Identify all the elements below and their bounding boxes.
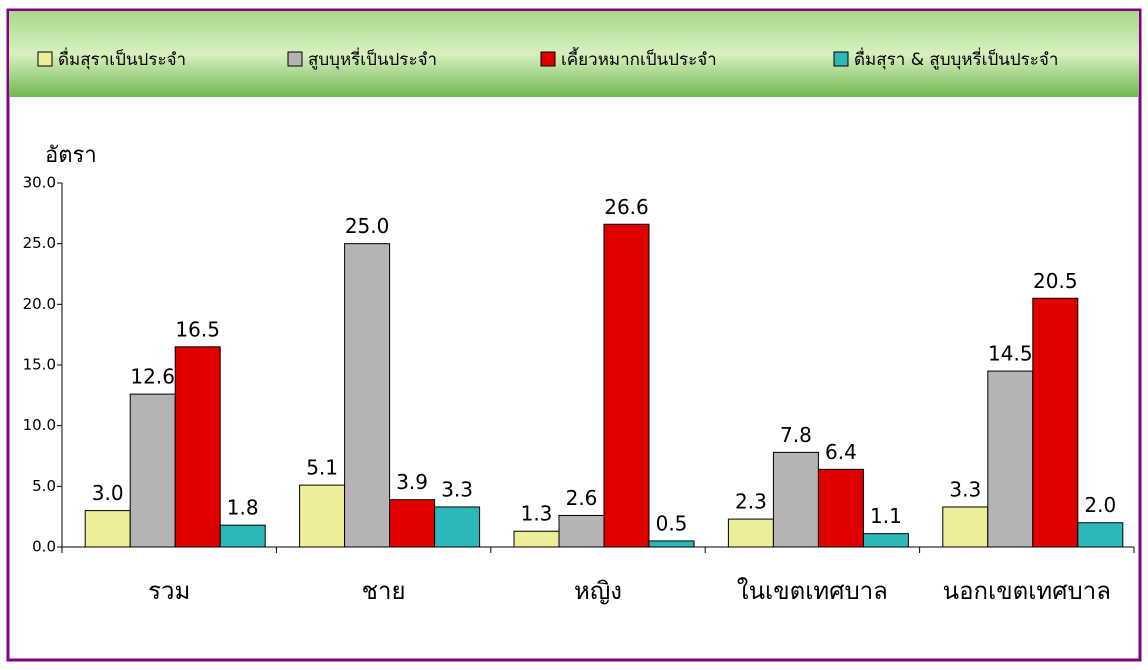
bar <box>513 530 560 548</box>
y-tick-label: 10.0 <box>23 416 56 434</box>
bar <box>299 484 346 548</box>
value-label: 14.5 <box>988 342 1033 366</box>
value-label: 26.6 <box>604 195 649 219</box>
bar <box>772 451 819 548</box>
y-tick-label: 30.0 <box>23 174 56 192</box>
value-label: 3.3 <box>441 477 473 501</box>
bar <box>862 533 909 548</box>
bar <box>648 540 695 548</box>
bar <box>727 518 774 548</box>
bar <box>1032 297 1079 548</box>
x-tick-label: นอกเขตเทศบาล <box>943 577 1111 605</box>
bar <box>344 243 391 548</box>
frame <box>6 8 1142 662</box>
value-label: 1.1 <box>870 504 902 528</box>
value-label: 3.3 <box>949 477 981 501</box>
legend-swatch <box>287 51 303 67</box>
x-tick-label: หญิง <box>574 577 622 605</box>
bar <box>434 506 481 548</box>
value-label: 6.4 <box>825 440 857 464</box>
y-tick-label: 15.0 <box>23 356 56 374</box>
legend-label: สูบบุหรี่เป็นประจำ <box>308 47 437 70</box>
legend-label: ดื่มสุรา & สูบบุหรี่เป็นประจำ <box>854 47 1058 70</box>
bar <box>129 393 176 548</box>
value-label: 16.5 <box>175 317 220 341</box>
y-tick-label: 20.0 <box>23 295 56 313</box>
value-label: 1.3 <box>521 502 553 526</box>
y-tick-label: 25.0 <box>23 234 56 252</box>
bar <box>174 346 221 548</box>
y-axis-label: อัตรา <box>45 143 97 168</box>
value-label: 7.8 <box>780 423 812 447</box>
value-label: 1.8 <box>227 496 259 520</box>
bar <box>84 510 131 548</box>
y-tick-label: 0.0 <box>32 538 56 556</box>
value-label: 12.6 <box>130 365 175 389</box>
bar <box>987 370 1034 548</box>
value-label: 20.5 <box>1033 269 1078 293</box>
legend-label: เคี้ยวหมากเป็นประจำ <box>561 47 717 70</box>
legend-label: ดื่มสุราเป็นประจำ <box>58 47 186 70</box>
legend-swatch <box>833 51 849 67</box>
value-label: 25.0 <box>345 214 390 238</box>
x-tick-label: รวม <box>148 577 190 605</box>
bar <box>942 506 989 548</box>
value-label: 2.0 <box>1084 493 1116 517</box>
legend-band <box>9 11 1139 97</box>
y-tick-label: 5.0 <box>32 477 56 495</box>
legend-swatch <box>37 51 53 67</box>
value-label: 0.5 <box>656 511 688 535</box>
bar <box>558 514 605 548</box>
bar <box>603 223 650 548</box>
bar <box>219 524 266 548</box>
value-label: 3.9 <box>396 470 428 494</box>
value-label: 3.0 <box>92 481 124 505</box>
x-tick-label: ในเขตเทศบาล <box>737 577 888 605</box>
bar <box>1077 522 1124 548</box>
bar <box>389 499 436 548</box>
x-tick-label: ชาย <box>362 577 406 605</box>
value-label: 5.1 <box>306 456 338 480</box>
value-label: 2.6 <box>566 486 598 510</box>
legend-swatch <box>540 51 556 67</box>
bar <box>817 468 864 548</box>
value-label: 2.3 <box>735 490 767 514</box>
